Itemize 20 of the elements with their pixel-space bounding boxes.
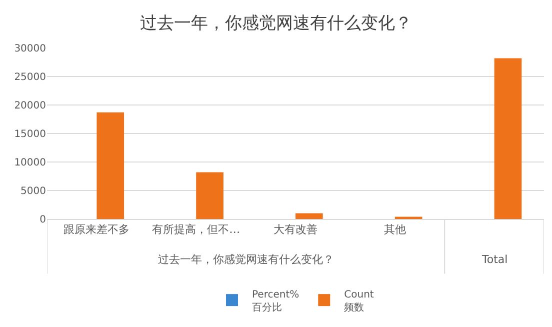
bar	[196, 172, 224, 219]
chart-title: 过去一年，你感觉网速有什么变化？	[140, 13, 412, 34]
y-tick-label: 20000	[14, 100, 46, 112]
bar	[494, 58, 522, 219]
x-tick-label: 跟原来差不多	[64, 223, 130, 236]
text: 过去一年，你感觉网速有什么变化？	[158, 253, 334, 266]
bar	[96, 112, 124, 219]
legend-label: Count 频数	[344, 289, 374, 314]
y-tick-label: 0	[40, 214, 46, 226]
x-tick-label: 大有改善	[274, 223, 318, 236]
x-tick-label: 其他	[384, 223, 406, 236]
y-tick-label: 15000	[14, 129, 46, 140]
legend-label: Percent% 百分比	[252, 289, 300, 314]
y-tick-label: 25000	[14, 72, 46, 83]
bar	[296, 213, 323, 219]
x-tick-label: 有所提高，但不…	[152, 223, 240, 236]
y-tick-label: 5000	[20, 186, 46, 197]
text: Total	[481, 253, 508, 266]
y-tick-label: 30000	[14, 44, 46, 54]
y-tick-label: 10000	[14, 158, 46, 168]
